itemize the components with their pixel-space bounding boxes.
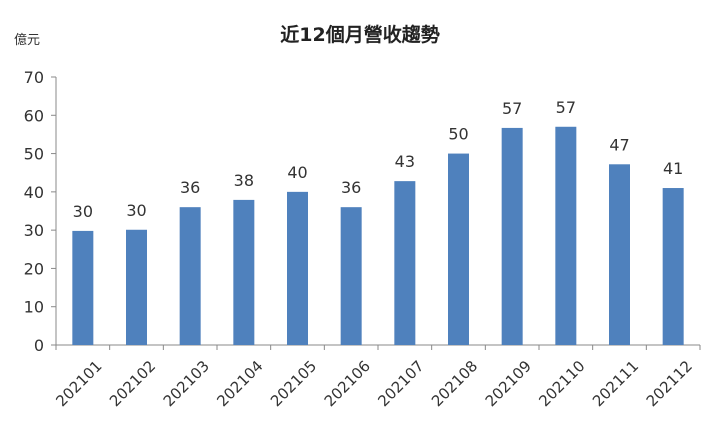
- data-labels: 30 30 36 38 40 36 43 50 57 57 47 41: [73, 98, 684, 221]
- data-label-202106: 36: [341, 178, 361, 197]
- y-tick-label: 60: [24, 106, 44, 125]
- y-tick-label: 20: [24, 259, 44, 278]
- y-tick-label: 30: [24, 221, 44, 240]
- bar-202112: [662, 188, 684, 345]
- bar-202110: [555, 126, 577, 346]
- x-tick-label-202103: 202103: [160, 357, 213, 410]
- data-label-202105: 40: [287, 163, 307, 182]
- bar-202111: [609, 164, 630, 345]
- data-label-202108: 50: [448, 125, 468, 144]
- y-tick-label: 40: [24, 183, 44, 202]
- x-tick-label-202106: 202106: [321, 357, 374, 410]
- chart-title: 近12個月營收趨勢: [280, 23, 439, 46]
- y-tick-label: 50: [24, 145, 44, 164]
- bar-202106: [340, 207, 362, 345]
- bar-202107: [394, 181, 416, 345]
- x-tick-label-202110: 202110: [535, 357, 588, 410]
- data-label-202109: 57: [502, 99, 522, 118]
- unit-label: 億元: [14, 32, 40, 48]
- bar-202103: [179, 207, 201, 345]
- data-label-202103: 36: [180, 178, 200, 197]
- y-tick-label: 10: [24, 298, 44, 317]
- y-tick-label: 70: [24, 68, 44, 87]
- data-label-202102: 30: [126, 201, 146, 220]
- x-tick-label-202104: 202104: [213, 357, 266, 410]
- x-tick-label-202111: 202111: [589, 357, 642, 410]
- data-label-202112: 41: [663, 159, 683, 178]
- x-tick-label-202112: 202112: [643, 357, 696, 410]
- x-tick-label-202109: 202109: [482, 357, 535, 410]
- data-label-202101: 30: [73, 202, 93, 221]
- bar-202108: [448, 153, 469, 345]
- bars: [72, 126, 684, 346]
- x-tick-label-202101: 202101: [52, 357, 105, 410]
- bar-202105: [287, 191, 308, 345]
- x-tick-label-202102: 202102: [106, 357, 159, 410]
- x-tick-label-202107: 202107: [374, 357, 427, 410]
- data-label-202107: 43: [395, 152, 415, 171]
- bar-202102: [126, 229, 147, 345]
- data-label-202110: 57: [556, 98, 576, 117]
- data-label-202104: 38: [234, 171, 254, 190]
- x-tick-label-202105: 202105: [267, 357, 320, 410]
- bar-202109: [501, 127, 523, 345]
- bar-202101: [72, 230, 94, 345]
- bar-202104: [233, 199, 255, 345]
- x-tick-label-202108: 202108: [428, 357, 481, 410]
- y-tick-label: 0: [34, 336, 44, 355]
- data-label-202111: 47: [609, 135, 629, 154]
